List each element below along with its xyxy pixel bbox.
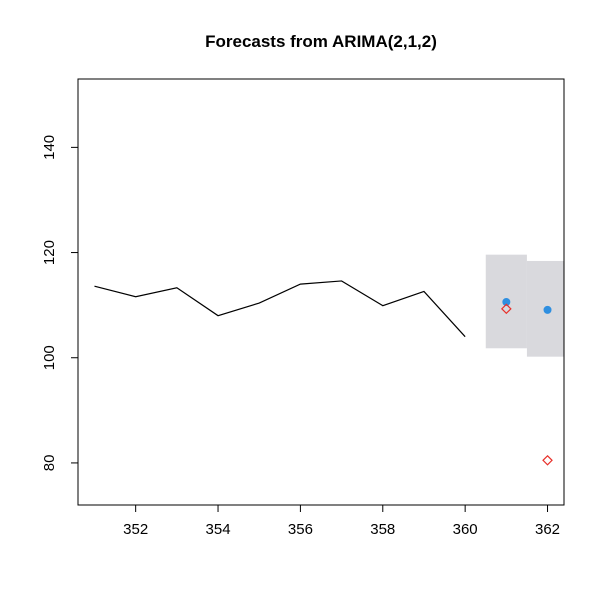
- forecast-point-0: [502, 297, 511, 306]
- y-tick-label-0: 80: [41, 455, 58, 472]
- x-tick-label-1: 354: [206, 521, 231, 538]
- y-tick-label-3: 140: [41, 135, 58, 160]
- x-tick-label-5: 362: [535, 521, 560, 538]
- x-tick-label-3: 358: [370, 521, 395, 538]
- x-tick-label-2: 356: [288, 521, 313, 538]
- x-tick-label-4: 360: [453, 521, 478, 538]
- forecast-point-1: [543, 305, 552, 314]
- actual-point-0: [500, 303, 512, 315]
- y-tick-label-2: 120: [41, 240, 58, 265]
- actual-point-1: [542, 454, 553, 466]
- chart-title: Forecasts from ARIMA(2,1,2): [205, 32, 437, 51]
- series-line-0: [94, 280, 466, 338]
- y-tick-label-1: 100: [41, 345, 58, 370]
- x-tick-label-0: 352: [123, 521, 148, 538]
